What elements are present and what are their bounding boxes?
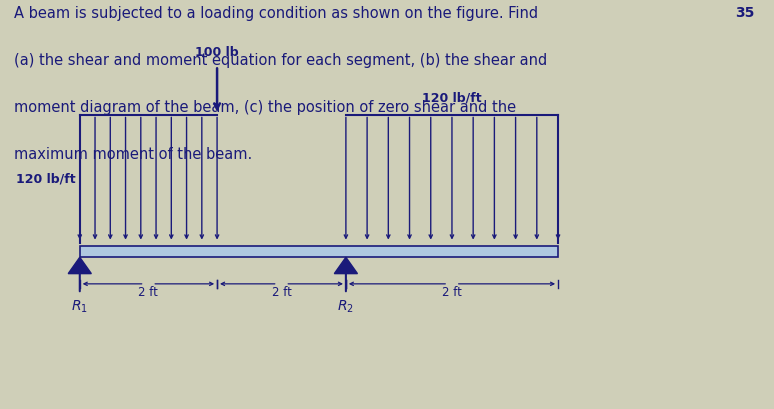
Text: moment diagram of the beam, (c) the position of zero shear and the: moment diagram of the beam, (c) the posi… — [14, 100, 516, 115]
Polygon shape — [68, 257, 91, 274]
Text: maximum moment of the beam.: maximum moment of the beam. — [14, 147, 252, 162]
Polygon shape — [334, 257, 358, 274]
Bar — [80, 246, 558, 257]
Text: 35: 35 — [735, 6, 755, 20]
Text: $R_2$: $R_2$ — [337, 298, 354, 315]
Text: A beam is subjected to a loading condition as shown on the figure. Find: A beam is subjected to a loading conditi… — [14, 6, 539, 21]
Text: 2 ft: 2 ft — [442, 286, 462, 299]
Text: $R_1$: $R_1$ — [71, 298, 88, 315]
Text: 2 ft: 2 ft — [272, 286, 292, 299]
Text: (a) the shear and moment equation for each segment, (b) the shear and: (a) the shear and moment equation for ea… — [14, 53, 547, 68]
Text: 100 lb: 100 lb — [195, 46, 239, 59]
Text: 120 lb/ft: 120 lb/ft — [422, 91, 481, 104]
Text: 120 lb/ft: 120 lb/ft — [16, 172, 76, 185]
Text: 2 ft: 2 ft — [139, 286, 159, 299]
